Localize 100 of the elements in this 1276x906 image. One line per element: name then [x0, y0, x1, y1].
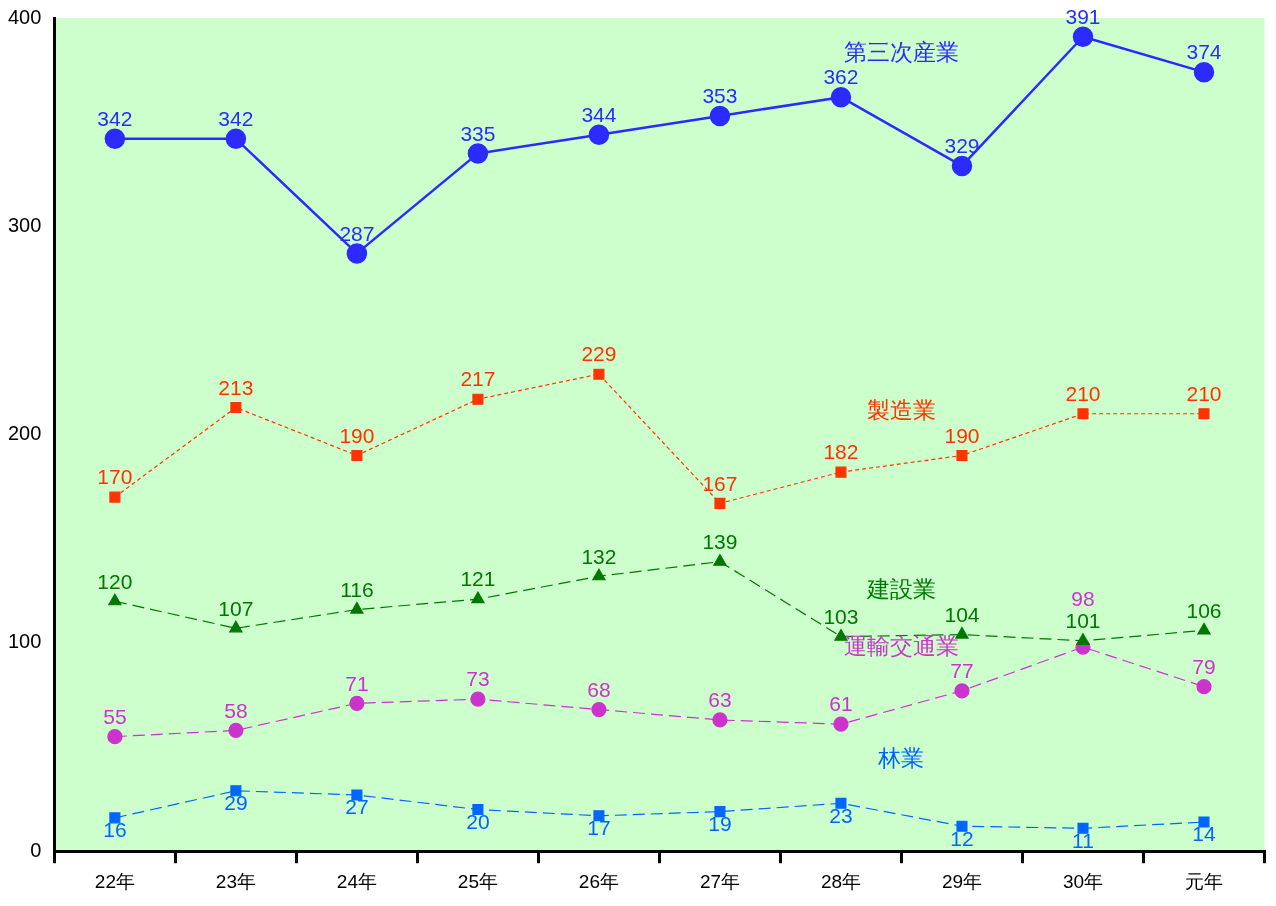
point: [1196, 679, 1212, 695]
point: [713, 554, 727, 566]
point: [835, 797, 847, 809]
point: [351, 789, 363, 801]
data-label: 23: [829, 803, 853, 827]
data-label: 55: [103, 704, 127, 728]
point: [230, 401, 242, 414]
point: [588, 124, 610, 145]
data-label: 116: [340, 577, 374, 601]
point: [1198, 408, 1210, 420]
series-label: 第三次産業: [843, 39, 959, 65]
data-label: 29: [224, 791, 248, 815]
x-tick-label: 27年: [699, 870, 741, 892]
x-tick-label: 元年: [1184, 870, 1223, 892]
data-label: 217: [460, 367, 496, 391]
data-label: 98: [1071, 587, 1095, 611]
point: [346, 243, 368, 264]
point: [951, 155, 973, 177]
data-label: 170: [97, 465, 133, 489]
y-tick-label: 300: [7, 213, 42, 236]
point: [591, 701, 607, 718]
data-label: 391: [1065, 5, 1101, 29]
point: [467, 143, 489, 164]
point: [230, 785, 242, 797]
point: [104, 128, 126, 150]
data-label: 58: [224, 698, 248, 722]
point: [109, 812, 121, 824]
data-label: 14: [1192, 822, 1216, 846]
series-label: 林業: [877, 745, 925, 772]
point: [956, 449, 968, 461]
point: [109, 491, 121, 503]
x-tick-label: 26年: [578, 870, 619, 892]
data-label: 12: [950, 826, 974, 850]
point: [229, 620, 243, 633]
point: [1077, 408, 1089, 420]
y-tick-label: 400: [7, 5, 42, 28]
point: [351, 449, 363, 461]
data-label: 353: [702, 84, 738, 108]
x-tick-label: 30年: [1062, 870, 1104, 892]
data-label: 344: [581, 102, 617, 126]
point: [1193, 61, 1215, 83]
data-label: 20: [466, 809, 490, 833]
data-label: 210: [1186, 382, 1222, 406]
series-label: 建設業: [865, 576, 936, 603]
data-label: 68: [587, 677, 611, 701]
x-tick-label: 25年: [457, 870, 498, 892]
data-label: 71: [345, 671, 369, 695]
point: [954, 683, 970, 699]
data-label: 17: [587, 816, 611, 840]
data-label: 61: [829, 692, 853, 716]
point: [225, 128, 247, 150]
data-label: 107: [218, 596, 254, 620]
data-label: 190: [944, 423, 980, 447]
data-label: 104: [944, 602, 980, 626]
data-label: 213: [218, 375, 254, 399]
point: [714, 806, 726, 818]
x-tick-label: 23年: [215, 870, 256, 892]
point: [830, 86, 852, 108]
data-label: 73: [466, 667, 490, 691]
point: [1198, 816, 1210, 828]
data-label: 229: [581, 342, 617, 366]
y-tick-label: 200: [7, 422, 42, 445]
data-label: 190: [339, 423, 375, 447]
data-label: 27: [345, 795, 369, 819]
y-tick-label: 0: [30, 838, 42, 861]
point: [107, 729, 123, 745]
data-label: 132: [581, 544, 617, 568]
data-label: 19: [708, 811, 732, 835]
data-label: 106: [1186, 598, 1222, 622]
series-label: 製造業: [866, 397, 936, 424]
data-label: 374: [1186, 40, 1222, 64]
series-label: 運輸交通業: [843, 632, 959, 659]
data-label: 121: [460, 567, 496, 591]
data-label: 362: [823, 65, 859, 89]
point: [833, 716, 849, 732]
data-label: 210: [1065, 382, 1101, 406]
data-label: 101: [1065, 609, 1101, 633]
data-label: 103: [823, 604, 859, 628]
point: [709, 105, 731, 127]
point: [835, 466, 847, 478]
data-label: 11: [1072, 828, 1094, 852]
x-tick-label: 28年: [820, 870, 862, 892]
point: [1076, 633, 1090, 645]
point: [1072, 26, 1094, 47]
point: [472, 803, 484, 816]
point: [714, 497, 726, 509]
point: [956, 820, 968, 832]
x-tick-label: 29年: [941, 870, 983, 892]
point: [593, 810, 605, 822]
data-label: 167: [702, 471, 738, 495]
data-label: 139: [702, 529, 738, 553]
point: [470, 691, 486, 707]
point: [1197, 622, 1211, 635]
x-tick-label: 22年: [94, 870, 135, 892]
point: [228, 722, 244, 738]
data-label: 120: [97, 569, 133, 593]
data-label: 77: [950, 659, 974, 683]
data-label: 182: [823, 440, 859, 464]
data-label: 342: [97, 107, 133, 131]
data-label: 63: [708, 688, 732, 712]
